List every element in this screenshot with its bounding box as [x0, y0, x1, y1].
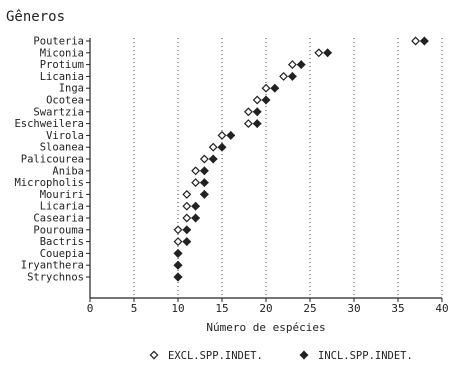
x-tick-label: 40	[435, 302, 448, 315]
point-excl	[252, 95, 262, 105]
point-incl-cross	[173, 249, 183, 258]
category-label: Mouriri	[40, 189, 84, 201]
legend-label: EXCL.SPP.INDET.	[168, 350, 263, 362]
x-tick-label: 35	[391, 302, 404, 315]
category-label: Palicourea	[21, 154, 84, 166]
point-incl-cross	[270, 84, 279, 93]
category-label: Eschweilera	[14, 118, 84, 130]
point-excl	[287, 60, 297, 70]
category-label: Inga	[59, 83, 84, 95]
point-excl	[261, 83, 271, 93]
x-tick-label: 25	[303, 302, 316, 315]
point-incl-cross	[182, 225, 191, 234]
category-label: Sloanea	[40, 142, 84, 154]
grid-lines	[133, 38, 443, 298]
x-axis-label: Número de espécies	[206, 321, 325, 334]
category-label: Bactris	[40, 236, 84, 248]
category-label: Micropholis	[14, 177, 84, 189]
point-incl-cross	[200, 178, 209, 187]
category-label: Licania	[40, 71, 84, 83]
data-points	[173, 36, 429, 282]
point-excl	[182, 189, 192, 199]
x-tick-label: 0	[87, 302, 94, 315]
point-excl	[173, 237, 183, 247]
x-tick-label: 20	[259, 302, 272, 315]
point-incl-cross	[297, 60, 306, 69]
point-excl	[191, 178, 201, 188]
point-excl	[243, 119, 253, 129]
point-excl	[173, 225, 183, 235]
category-label: Iryanthera	[21, 260, 84, 272]
point-excl	[243, 107, 253, 117]
point-incl-cross	[200, 190, 209, 199]
point-incl-cross	[200, 166, 209, 175]
point-excl	[182, 201, 192, 211]
point-incl-cross	[288, 72, 297, 81]
point-incl-cross	[182, 237, 191, 246]
point-excl	[191, 166, 201, 176]
point-incl-cross	[191, 202, 200, 211]
legend: EXCL.SPP.INDET. INCL.SPP.INDET.	[149, 350, 413, 362]
x-tick-label: 10	[171, 302, 184, 315]
point-excl	[199, 154, 209, 164]
point-excl	[217, 130, 227, 140]
legend-label: INCL.SPP.INDET.	[318, 350, 413, 362]
category-label: Strychnos	[27, 272, 84, 284]
category-label: Swartzia	[33, 106, 84, 118]
category-label: Pouteria	[33, 36, 84, 48]
point-excl	[182, 213, 192, 223]
point-incl-cross	[173, 272, 183, 282]
point-incl-cross	[173, 261, 183, 270]
category-label: Pourouma	[33, 224, 84, 236]
legend-marker-excl	[149, 350, 159, 360]
category-label: Casearia	[33, 213, 84, 225]
x-ticks: 0 5 10 15 20 25 30 35 40	[87, 298, 449, 315]
point-incl-cross	[261, 95, 271, 105]
point-incl-cross	[191, 213, 200, 223]
category-label: Licaria	[40, 201, 84, 213]
point-excl	[411, 36, 421, 46]
point-incl-cross	[226, 131, 235, 140]
category-label: Miconia	[40, 47, 84, 59]
point-incl-cross	[209, 154, 218, 164]
x-tick-label: 30	[347, 302, 360, 315]
legend-marker-incl-cross	[299, 350, 309, 360]
category-label: Couepia	[40, 248, 84, 260]
point-incl-cross	[323, 48, 332, 57]
category-label: Virola	[46, 130, 84, 142]
point-excl	[279, 71, 289, 81]
point-incl-cross	[420, 36, 429, 46]
point-excl	[314, 48, 324, 58]
category-labels: PouteriaMiconiaProtiumLicaniaIngaOcoteaS…	[14, 36, 90, 284]
category-label: Protium	[40, 59, 84, 71]
point-excl	[208, 142, 218, 152]
category-label: Aniba	[52, 165, 84, 177]
category-label: Ocotea	[46, 95, 84, 107]
point-incl-cross	[253, 119, 262, 128]
x-tick-label: 15	[215, 302, 228, 315]
point-incl-cross	[217, 143, 227, 152]
chart-title: Gêneros	[6, 9, 65, 25]
x-tick-label: 5	[131, 302, 138, 315]
point-incl-cross	[253, 107, 262, 116]
